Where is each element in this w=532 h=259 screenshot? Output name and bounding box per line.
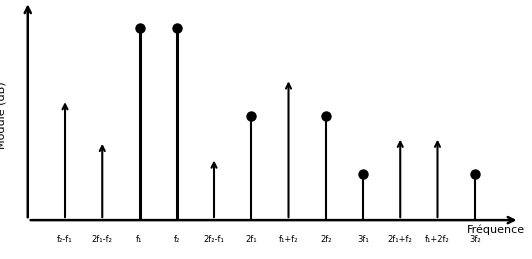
Text: f₂: f₂	[173, 235, 180, 244]
Text: 2f₁: 2f₁	[245, 235, 257, 244]
Text: f₁+2f₂: f₁+2f₂	[425, 235, 450, 244]
Text: 3f₂: 3f₂	[469, 235, 480, 244]
Text: 2f₂-f₁: 2f₂-f₁	[204, 235, 225, 244]
Text: f₂-f₁: f₂-f₁	[57, 235, 73, 244]
Text: Module (dB): Module (dB)	[0, 81, 7, 149]
Text: 2f₂: 2f₂	[320, 235, 331, 244]
Text: 2f₁+f₂: 2f₁+f₂	[388, 235, 413, 244]
Text: f₁: f₁	[136, 235, 143, 244]
Text: Fréquence: Fréquence	[467, 224, 525, 235]
Text: 2f₁-f₂: 2f₁-f₂	[92, 235, 113, 244]
Text: 3f₁: 3f₁	[357, 235, 369, 244]
Text: f₁+f₂: f₁+f₂	[279, 235, 298, 244]
